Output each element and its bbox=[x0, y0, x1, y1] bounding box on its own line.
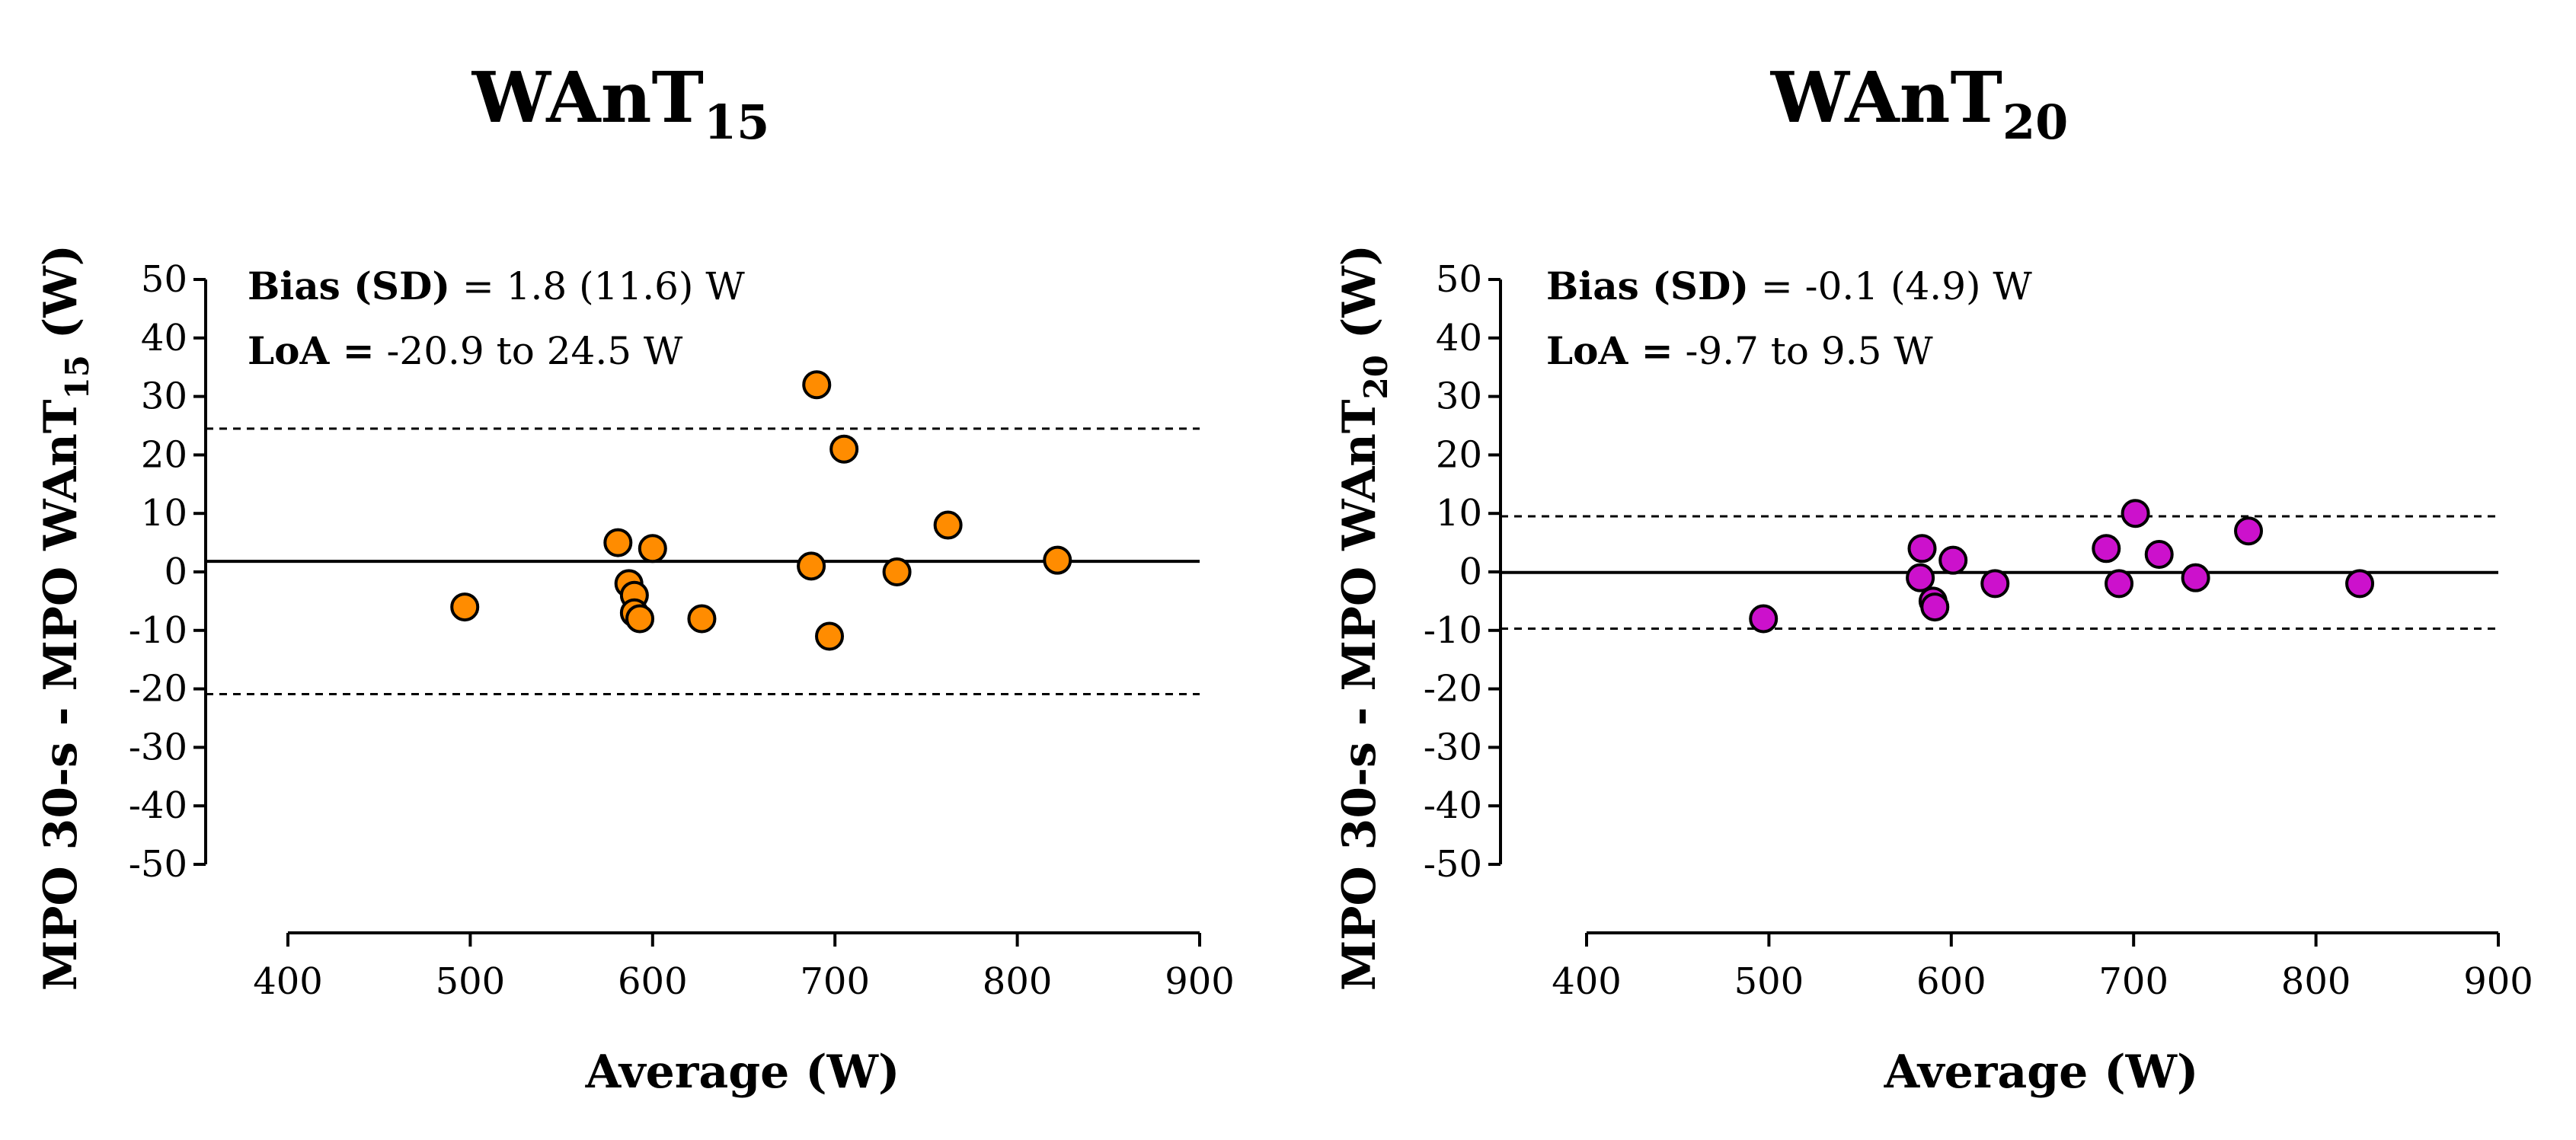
y-tick-label: -40 bbox=[129, 784, 187, 827]
bias-annotation: Bias (SD) = -0.1 (4.9) W bbox=[1546, 263, 2032, 308]
y-tick-label: -30 bbox=[129, 726, 187, 768]
y-tick-label: -50 bbox=[129, 843, 187, 886]
data-point bbox=[1043, 545, 1072, 575]
data-point bbox=[2105, 569, 2134, 599]
chart-panel-1: WAnT15 50 40 30 20 10 0 -10 -20 -30 -40 -50 400 500 60… bbox=[34, 56, 1235, 1099]
x-tick-label: 600 bbox=[618, 960, 688, 1003]
y-tick-label: -10 bbox=[1424, 609, 1482, 652]
y-tick-label: 10 bbox=[141, 492, 187, 535]
x-tick-label: 400 bbox=[1552, 960, 1622, 1003]
x-tick-label: 500 bbox=[436, 960, 506, 1003]
data-point bbox=[450, 592, 480, 622]
x-tick-label: 800 bbox=[2281, 960, 2351, 1003]
data-point bbox=[829, 434, 859, 464]
y-tick-label: -10 bbox=[129, 609, 187, 652]
x-axis-label: Average (W) bbox=[585, 1046, 900, 1099]
data-point bbox=[687, 604, 717, 634]
y-tick-label: -20 bbox=[129, 668, 187, 711]
y-tick-label: 10 bbox=[1436, 492, 1482, 535]
x-tick-label: 800 bbox=[983, 960, 1053, 1003]
data-point bbox=[797, 551, 826, 581]
y-axis-label: MPO 30-s - MPO WAnT15 (W) bbox=[34, 244, 96, 991]
data-point bbox=[2345, 569, 2375, 599]
y-tick-label: 30 bbox=[1436, 375, 1482, 418]
x-tick-label: 900 bbox=[1165, 960, 1235, 1003]
data-point bbox=[603, 528, 633, 557]
x-tick-label: 600 bbox=[1916, 960, 1986, 1003]
data-point bbox=[1906, 563, 1935, 592]
loa-annotation: LoA = -20.9 to 24.5 W bbox=[248, 328, 683, 373]
y-axis-label: MPO 30-s - MPO WAnT20 (W) bbox=[1333, 244, 1395, 991]
data-point bbox=[2092, 534, 2121, 564]
x-tick-label: 700 bbox=[2098, 960, 2169, 1003]
data-point bbox=[1920, 592, 1950, 622]
y-tick-label: 20 bbox=[1436, 433, 1482, 476]
x-axis-label: Average (W) bbox=[1884, 1046, 2199, 1099]
chart-title: WAnT20 bbox=[1770, 56, 2068, 150]
y-tick-label: 40 bbox=[141, 317, 187, 359]
data-point bbox=[815, 621, 845, 651]
y-tick-label: 20 bbox=[141, 433, 187, 476]
data-point bbox=[882, 557, 912, 586]
chart-title: WAnT15 bbox=[471, 56, 769, 150]
y-tick-label: -20 bbox=[1424, 668, 1482, 711]
bias-annotation: Bias (SD) = 1.8 (11.6) W bbox=[248, 263, 745, 308]
data-point bbox=[1980, 569, 2010, 599]
data-point bbox=[1749, 604, 1779, 634]
x-tick-label: 500 bbox=[1734, 960, 1804, 1003]
y-tick-label: -30 bbox=[1424, 726, 1482, 768]
y-tick-label: 40 bbox=[1436, 317, 1482, 359]
y-tick-label: 30 bbox=[141, 375, 187, 418]
y-tick-label: 0 bbox=[1459, 551, 1482, 593]
data-point bbox=[933, 510, 963, 540]
y-tick-label: 50 bbox=[141, 258, 187, 301]
loa-annotation: LoA = -9.7 to 9.5 W bbox=[1546, 328, 1933, 373]
x-tick-label: 700 bbox=[800, 960, 870, 1003]
x-tick-label: 400 bbox=[253, 960, 323, 1003]
data-point bbox=[1907, 534, 1937, 564]
data-point bbox=[1938, 545, 1968, 575]
y-tick-label: -50 bbox=[1424, 843, 1482, 886]
data-point bbox=[2181, 563, 2210, 592]
data-point bbox=[2121, 499, 2150, 528]
y-tick-label: 0 bbox=[164, 551, 187, 593]
y-tick-label: -40 bbox=[1424, 784, 1482, 827]
x-tick-label: 900 bbox=[2463, 960, 2533, 1003]
y-tick-label: 50 bbox=[1436, 258, 1482, 301]
data-point bbox=[2234, 516, 2264, 546]
data-point bbox=[802, 370, 832, 400]
data-point bbox=[2144, 539, 2174, 569]
data-point bbox=[638, 534, 667, 564]
chart-panel-2: WAnT20 50 40 30 20 10 0 -10 -20 -30 -40 -50 400 500 60… bbox=[1333, 56, 2533, 1099]
data-point bbox=[625, 604, 655, 634]
